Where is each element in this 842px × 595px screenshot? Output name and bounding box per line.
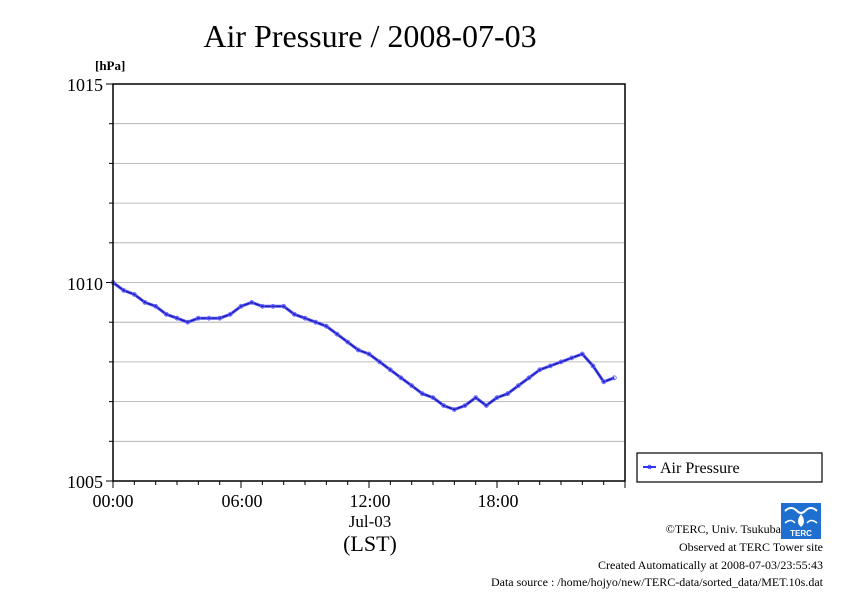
x-date-label: Jul-03 [349, 512, 392, 531]
credit-source: Data source : /home/hojyo/new/TERC-data/… [490, 575, 823, 589]
data-point [174, 315, 180, 321]
legend-box [636, 452, 823, 483]
data-point [558, 359, 564, 365]
data-point [142, 299, 148, 305]
data-point [323, 323, 329, 329]
data-point [473, 395, 479, 401]
data-point [345, 339, 351, 345]
credit-observed: Observed at TERC Tower site [678, 540, 823, 554]
data-point [569, 355, 575, 361]
data-point [547, 363, 553, 369]
data-point [579, 351, 585, 357]
terc-logo: TERC [781, 503, 821, 539]
data-point [334, 331, 340, 337]
y-tick-label: 1015 [67, 75, 103, 95]
plot-frame [112, 83, 626, 482]
data-point [526, 375, 532, 381]
data-point [451, 407, 457, 412]
logo-text: TERC [790, 529, 812, 538]
x-tick-labels: 00:00 06:00 12:00 18:00 [92, 491, 518, 511]
data-point [430, 395, 436, 401]
series-layer [110, 280, 617, 412]
data-point [206, 315, 212, 321]
legend-label: Air Pressure [660, 460, 740, 477]
data-point [185, 319, 191, 325]
data-point [505, 391, 511, 397]
data-point [419, 391, 425, 397]
data-point [313, 319, 319, 325]
data-point [611, 375, 617, 381]
data-point [601, 379, 607, 385]
data-point [494, 395, 500, 401]
legend-marker [647, 464, 652, 470]
y-tick-label: 1010 [67, 274, 103, 294]
data-point [238, 303, 244, 309]
data-point [483, 403, 489, 409]
data-point [441, 403, 447, 409]
terc-logo-icon: TERC [781, 503, 821, 539]
data-point [259, 303, 265, 309]
data-point [281, 303, 287, 309]
credit-created: Created Automatically at 2008-07-03/23:5… [598, 558, 823, 572]
data-point [398, 375, 404, 381]
grid-lines [113, 123, 625, 442]
y-axis-label: [hPa] [95, 58, 125, 73]
chart-title: Air Pressure / 2008-07-03 [203, 18, 536, 54]
data-point [590, 363, 596, 369]
y-tick-label: 1005 [67, 472, 103, 492]
legend: Air Pressure [636, 452, 823, 483]
data-point [131, 291, 137, 297]
data-point [515, 383, 521, 389]
data-point [121, 287, 127, 293]
data-point [195, 315, 201, 321]
data-point [366, 351, 372, 357]
data-point [163, 311, 169, 317]
data-point [377, 359, 383, 365]
data-point [217, 315, 223, 321]
data-point [153, 303, 159, 309]
credit-copyright: ©TERC, Univ. Tsukuba [665, 522, 781, 536]
data-point [387, 367, 393, 373]
data-point [291, 311, 297, 317]
data-point [537, 367, 543, 373]
data-point [355, 347, 361, 353]
x-tick-label: 12:00 [349, 491, 390, 511]
x-tick-label: 00:00 [92, 491, 133, 511]
x-tick-label: 18:00 [477, 491, 518, 511]
x-tick-label: 06:00 [221, 491, 262, 511]
x-axis-label: (LST) [343, 531, 397, 556]
data-point [227, 311, 233, 317]
data-point [270, 303, 276, 309]
data-point [462, 403, 468, 409]
data-point [302, 315, 308, 321]
y-tick-labels: 1015 1010 1005 [67, 75, 103, 492]
data-point [409, 383, 415, 389]
data-point [249, 299, 255, 305]
